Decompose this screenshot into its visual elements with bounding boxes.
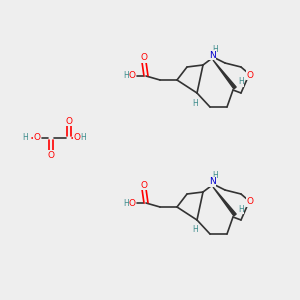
- Polygon shape: [213, 60, 236, 89]
- Text: H: H: [123, 71, 129, 80]
- Text: O: O: [247, 70, 254, 80]
- Polygon shape: [213, 187, 236, 216]
- Text: O: O: [65, 116, 73, 125]
- Text: H: H: [212, 172, 218, 181]
- Text: H: H: [192, 98, 198, 107]
- Text: H: H: [238, 77, 244, 86]
- Text: O: O: [140, 53, 148, 62]
- Text: H: H: [22, 134, 28, 142]
- Text: H: H: [212, 44, 218, 53]
- Text: H: H: [123, 199, 129, 208]
- Text: O: O: [47, 151, 55, 160]
- Text: O: O: [247, 197, 254, 206]
- Text: H: H: [192, 226, 198, 235]
- Text: N: N: [208, 178, 215, 187]
- Text: O: O: [128, 71, 136, 80]
- Text: O: O: [34, 134, 40, 142]
- Text: H: H: [238, 205, 244, 214]
- Text: O: O: [128, 199, 136, 208]
- Text: O: O: [74, 134, 80, 142]
- Text: N: N: [208, 50, 215, 59]
- Text: O: O: [140, 181, 148, 190]
- Text: H: H: [80, 134, 86, 142]
